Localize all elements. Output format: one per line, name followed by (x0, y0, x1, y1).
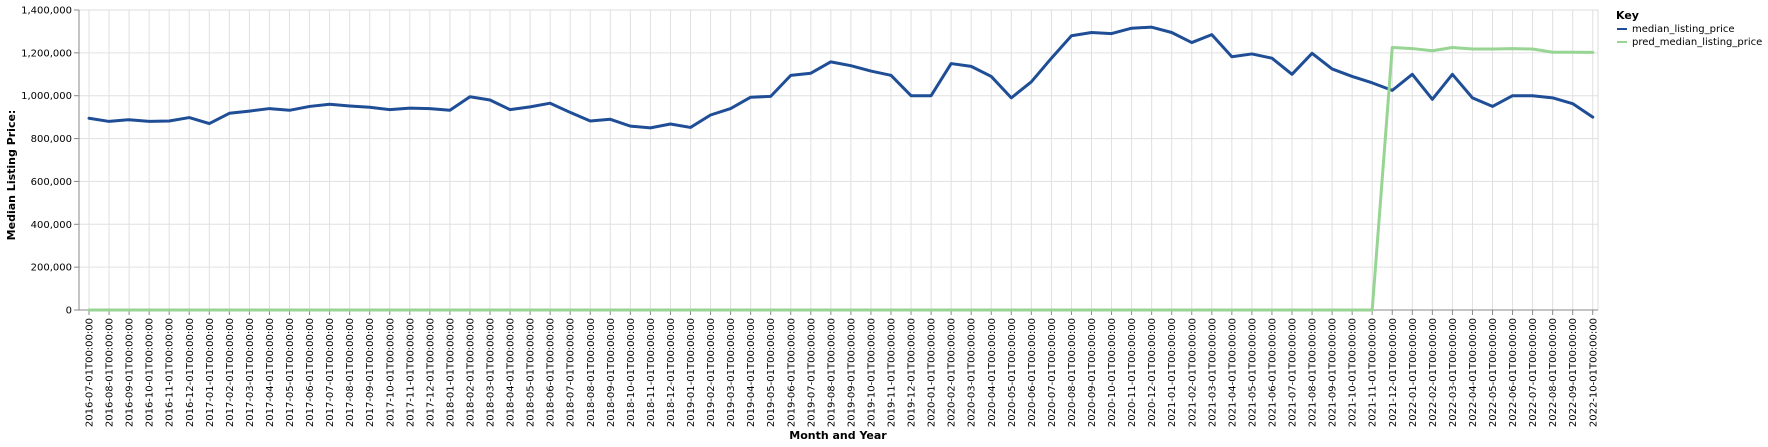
gridlines (79, 9, 1598, 311)
y-axis-title: Median Listing Price: (5, 110, 18, 241)
x-tick-label: 2017-03-01T00:00:00 (245, 318, 256, 427)
x-tick-label: 2016-08-01T00:00:00 (105, 318, 116, 427)
x-tick-label: 2020-08-01T00:00:00 (1067, 318, 1078, 427)
y-tick-label: 400,000 (31, 220, 72, 231)
x-tick-label: 2021-10-01T00:00:00 (1348, 318, 1359, 427)
y-tick-label: 1,000,000 (21, 91, 72, 102)
x-tick-label: 2020-11-01T00:00:00 (1127, 318, 1138, 427)
x-tick-label: 2020-05-01T00:00:00 (1007, 318, 1018, 427)
x-tick-label: 2019-04-01T00:00:00 (746, 318, 757, 427)
y-tick-label: 0 (66, 306, 72, 317)
x-tick-label: 2018-05-01T00:00:00 (526, 318, 537, 427)
x-tick-label: 2021-12-01T00:00:00 (1388, 318, 1399, 427)
x-tick-label: 2018-03-01T00:00:00 (486, 318, 497, 427)
series-lines (87, 25, 1595, 312)
x-tick-label: 2017-02-01T00:00:00 (225, 318, 236, 427)
x-tick-label: 2017-12-01T00:00:00 (425, 318, 436, 427)
x-tick-label: 2022-10-01T00:00:00 (1588, 318, 1599, 427)
y-axis: 0 200,000 400,000 600,000 800,000 1,000,000 1,… (21, 6, 80, 317)
plot-border (78, 9, 1599, 311)
x-tick-label: 2020-03-01T00:00:00 (967, 318, 978, 427)
y-tick-label: 1,200,000 (21, 48, 72, 59)
x-tick-label: 2022-09-01T00:00:00 (1568, 318, 1579, 427)
x-tick-label: 2021-08-01T00:00:00 (1308, 318, 1319, 427)
x-tick-label: 2018-12-01T00:00:00 (666, 318, 677, 427)
x-tick-label: 2020-07-01T00:00:00 (1047, 318, 1058, 427)
x-tick-label: 2021-11-01T00:00:00 (1368, 318, 1379, 427)
x-tick-label: 2022-08-01T00:00:00 (1548, 318, 1559, 427)
series-line-pred_median_listing_price (87, 46, 1595, 312)
legend-label: median_listing_price (1632, 24, 1735, 35)
x-tick-label: 2021-06-01T00:00:00 (1267, 318, 1278, 427)
x-tick-label: 2021-05-01T00:00:00 (1247, 318, 1258, 427)
x-axis-title: Month and Year (789, 429, 887, 442)
x-tick-label: 2022-06-01T00:00:00 (1508, 318, 1519, 427)
x-tick-label: 2021-07-01T00:00:00 (1288, 318, 1299, 427)
x-tick-label: 2018-01-01T00:00:00 (445, 318, 456, 427)
x-tick-label: 2022-02-01T00:00:00 (1428, 318, 1439, 427)
x-tick-label: 2017-09-01T00:00:00 (365, 318, 376, 427)
x-tick-label: 2017-04-01T00:00:00 (265, 318, 276, 427)
x-tick-label: 2016-12-01T00:00:00 (185, 318, 196, 427)
x-tick-label: 2019-11-01T00:00:00 (887, 318, 898, 427)
x-tick-label: 2017-05-01T00:00:00 (285, 318, 296, 427)
x-tick-label: 2021-02-01T00:00:00 (1187, 318, 1198, 427)
x-tick-label: 2018-04-01T00:00:00 (506, 318, 517, 427)
x-tick-label: 2021-03-01T00:00:00 (1207, 318, 1218, 427)
x-tick-label: 2021-09-01T00:00:00 (1328, 318, 1339, 427)
x-tick-label: 2020-04-01T00:00:00 (987, 318, 998, 427)
y-tick-label: 600,000 (31, 177, 72, 188)
plot-area (78, 9, 1599, 311)
x-tick-label: 2017-11-01T00:00:00 (405, 318, 416, 427)
x-tick-label: 2016-10-01T00:00:00 (145, 318, 156, 427)
x-tick-label: 2017-10-01T00:00:00 (385, 318, 396, 427)
x-tick-label: 2018-07-01T00:00:00 (566, 318, 577, 427)
x-tick-label: 2019-02-01T00:00:00 (706, 318, 717, 427)
x-tick-label: 2017-08-01T00:00:00 (345, 318, 356, 427)
x-tick-label: 2020-10-01T00:00:00 (1107, 318, 1118, 427)
x-tick-label: 2019-07-01T00:00:00 (806, 318, 817, 427)
x-tick-label: 2020-01-01T00:00:00 (927, 318, 938, 427)
x-tick-label: 2018-11-01T00:00:00 (646, 318, 657, 427)
y-tick-label: 1,400,000 (21, 6, 72, 17)
series-line-median_listing_price (87, 25, 1595, 130)
x-tick-label: 2019-09-01T00:00:00 (846, 318, 857, 427)
x-tick-label: 2020-12-01T00:00:00 (1147, 318, 1158, 427)
x-tick-label: 2022-03-01T00:00:00 (1448, 318, 1459, 427)
y-tick-label: 200,000 (31, 263, 72, 274)
x-tick-label: 2018-06-01T00:00:00 (546, 318, 557, 427)
x-tick-label: 2016-11-01T00:00:00 (165, 318, 176, 427)
x-tick-label: 2019-01-01T00:00:00 (686, 318, 697, 427)
x-tick-label: 2018-09-01T00:00:00 (606, 318, 617, 427)
x-tick-label: 2019-05-01T00:00:00 (766, 318, 777, 427)
x-tick-label: 2017-07-01T00:00:00 (325, 318, 336, 427)
x-tick-label: 2020-02-01T00:00:00 (947, 318, 958, 427)
x-tick-label: 2022-01-01T00:00:00 (1408, 318, 1419, 427)
x-tick-label: 2018-08-01T00:00:00 (586, 318, 597, 427)
x-tick-label: 2019-12-01T00:00:00 (907, 318, 918, 427)
x-tick-label: 2019-10-01T00:00:00 (866, 318, 877, 427)
x-tick-label: 2020-09-01T00:00:00 (1087, 318, 1098, 427)
x-tick-label: 2017-06-01T00:00:00 (305, 318, 316, 427)
x-tick-label: 2017-01-01T00:00:00 (205, 318, 216, 427)
x-tick-label: 2022-04-01T00:00:00 (1468, 318, 1479, 427)
legend: Key median_listing_price pred_median_list… (1616, 9, 1762, 48)
x-tick-label: 2016-07-01T00:00:00 (85, 318, 96, 427)
x-tick-label: 2019-08-01T00:00:00 (826, 318, 837, 427)
x-tick-label: 2019-06-01T00:00:00 (786, 318, 797, 427)
x-tick-label: 2022-07-01T00:00:00 (1528, 318, 1539, 427)
x-axis: 2016-07-01T00:00:00 2016-08-01T00:00:00 20… (79, 309, 1599, 427)
legend-title: Key (1616, 9, 1639, 22)
x-tick-label: 2018-10-01T00:00:00 (626, 318, 637, 427)
x-tick-label: 2018-02-01T00:00:00 (465, 318, 476, 427)
x-tick-label: 2019-03-01T00:00:00 (726, 318, 737, 427)
x-tick-label: 2021-01-01T00:00:00 (1167, 318, 1178, 427)
x-tick-label: 2020-06-01T00:00:00 (1027, 318, 1038, 427)
x-tick-label: 2016-09-01T00:00:00 (125, 318, 136, 427)
y-tick-label: 800,000 (31, 134, 72, 145)
x-tick-label: 2021-04-01T00:00:00 (1227, 318, 1238, 427)
x-tick-label: 2022-05-01T00:00:00 (1488, 318, 1499, 427)
legend-label: pred_median_listing_price (1632, 37, 1762, 48)
